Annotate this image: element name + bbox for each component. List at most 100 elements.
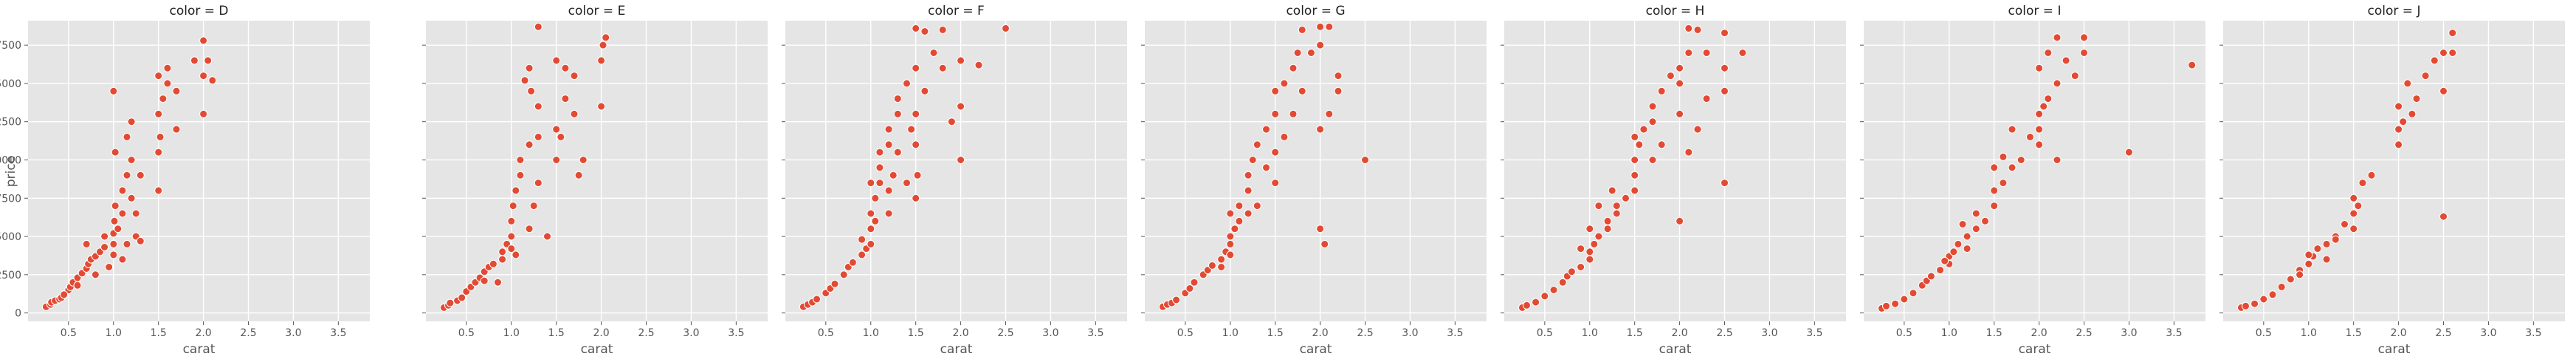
scatter-point — [957, 156, 965, 164]
x-tick-label: 2.0 — [1312, 327, 1328, 339]
x-tick-label: 0.5 — [61, 327, 77, 339]
panel-title: color = D — [169, 4, 228, 18]
scatter-point — [1676, 216, 1684, 225]
scatter-point — [1684, 24, 1693, 33]
scatter-point — [529, 202, 538, 211]
scatter-point — [920, 27, 929, 35]
y-tick-label: 2500 — [0, 270, 21, 281]
scatter-point — [199, 109, 208, 118]
x-tick-label: 3.0 — [1042, 327, 1058, 339]
scatter-point — [2349, 194, 2358, 202]
scatter-point — [516, 156, 525, 164]
x-tick-label: 0.5 — [818, 327, 834, 339]
scatter-point — [1549, 286, 1558, 294]
scatter-point — [2277, 282, 2286, 291]
x-tick-label: 0.5 — [2256, 327, 2272, 339]
scatter-point — [507, 232, 516, 241]
scatter-point — [172, 86, 181, 95]
scatter-point — [1316, 225, 1325, 233]
x-tick-label: 3.5 — [1806, 327, 1822, 339]
scatter-point — [893, 95, 902, 103]
scatter-point — [534, 22, 543, 31]
scatter-point — [1334, 86, 1343, 95]
scatter-point — [1990, 186, 1999, 195]
scatter-point — [1684, 148, 1693, 157]
scatter-point — [498, 255, 507, 264]
scatter-point — [1271, 148, 1280, 157]
scatter-point — [1999, 152, 2008, 161]
scatter-point — [1936, 266, 1945, 275]
scatter-point — [579, 156, 588, 164]
scatter-point — [920, 86, 929, 95]
panel-title: color = J — [2368, 4, 2421, 18]
scatter-point — [2053, 156, 2062, 164]
scatter-point — [957, 102, 965, 111]
scatter-point — [1990, 163, 1999, 172]
scatter-point — [1334, 72, 1343, 81]
x-tick-label: 0.5 — [1177, 327, 1194, 339]
facet-panel-2: 0.5 1.0 1.5 2.0 2.5 3.0 3.5 color = F carat — [782, 4, 1127, 357]
scatter-point — [574, 171, 583, 180]
scatter-point — [127, 194, 136, 202]
scatter-point — [871, 194, 880, 202]
panel-title: color = I — [2008, 4, 2062, 18]
scatter-point — [1271, 86, 1280, 95]
scatter-point — [597, 102, 606, 111]
scatter-point — [903, 179, 911, 188]
scatter-point — [199, 72, 208, 81]
scatter-point — [2035, 140, 2044, 149]
scatter-points — [439, 22, 610, 312]
scatter-point — [1585, 255, 1594, 264]
x-tick-label: 1.5 — [908, 327, 924, 339]
scatter-point — [525, 64, 534, 72]
scatter-point — [1594, 232, 1603, 241]
x-tick-label: 3.0 — [1761, 327, 1777, 339]
scatter-point — [159, 95, 168, 103]
scatter-point — [1721, 64, 1729, 72]
scatter-point — [1585, 247, 1594, 256]
scatter-point — [2080, 33, 2088, 42]
x-tick-label: 2.0 — [952, 327, 968, 339]
scatter-point — [912, 109, 920, 118]
scatter-point — [118, 255, 127, 264]
scatter-point — [1608, 186, 1616, 195]
scatter-point — [494, 278, 502, 287]
scatter-point — [2448, 49, 2457, 57]
scatter-point — [1271, 179, 1280, 188]
x-tick-label: 3.5 — [2166, 327, 2182, 339]
x-tick-label: 3.0 — [285, 327, 301, 339]
scatter-point — [893, 109, 902, 118]
scatter-point — [127, 156, 136, 164]
panel-title: color = G — [1286, 4, 1345, 18]
scatter-point — [884, 186, 893, 195]
x-tick-label: 1.5 — [1267, 327, 1284, 339]
scatter-point — [100, 232, 109, 241]
facet-panel-4: 0.5 1.0 1.5 2.0 2.5 3.0 3.5 color = H carat — [1501, 4, 1846, 357]
scatter-point — [1693, 125, 1702, 134]
scatter-point — [912, 194, 920, 202]
scatter-point — [1320, 239, 1329, 248]
scatter-point — [602, 33, 610, 42]
scatter-point — [2124, 148, 2133, 157]
scatter-point — [2408, 109, 2417, 118]
x-tick-label: 2.5 — [997, 327, 1013, 339]
scatter-points — [1518, 24, 1747, 312]
y-tick-label: 0 — [15, 308, 21, 320]
x-tick-label: 2.5 — [240, 327, 256, 339]
scatter-point — [154, 148, 163, 157]
scatter-point — [1612, 209, 1621, 218]
scatter-point — [1676, 64, 1684, 72]
scatter-point — [1271, 109, 1280, 118]
scatter-point — [527, 86, 536, 95]
scatter-point — [110, 216, 119, 225]
scatter-point — [1577, 263, 1585, 271]
panel-title: color = E — [568, 4, 626, 18]
scatter-point — [156, 132, 165, 141]
scatter-point — [1971, 209, 1980, 218]
scatter-point — [875, 148, 884, 157]
x-tick-label: 3.0 — [2480, 327, 2496, 339]
scatter-point — [105, 263, 114, 271]
scatter-point — [190, 56, 199, 65]
scatter-point — [131, 209, 140, 218]
